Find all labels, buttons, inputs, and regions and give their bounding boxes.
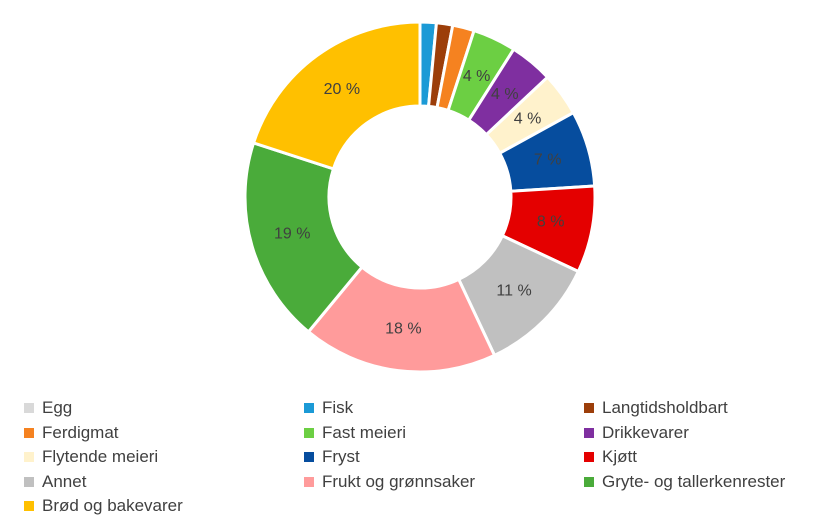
legend-swatch <box>584 403 594 413</box>
legend-item-egg: Egg <box>24 396 72 420</box>
slice-label-brod-og-bakevarer: 20 % <box>324 81 360 98</box>
legend-label: Annet <box>42 471 87 491</box>
legend-label: Fisk <box>322 398 354 417</box>
legend-swatch <box>304 403 314 413</box>
slice-label-fast-meieri: 4 % <box>463 68 491 85</box>
legend-item-flytende-meieri: Flytende meieri <box>24 445 158 469</box>
legend-item-fryst: Fryst <box>304 445 360 469</box>
legend-label: Brød og bakevarer <box>42 496 183 515</box>
legend-swatch <box>304 427 314 438</box>
legend-item-fast-meieri: Fast meieri <box>304 421 406 445</box>
slice-brod-og-bakevarer <box>251 20 422 171</box>
legend-label: Drikkevarer <box>602 422 689 442</box>
slice-label-drikkevarer: 4 % <box>491 86 519 103</box>
slice-label-gryte-og-tallerkenrester: 19 % <box>274 226 310 243</box>
slice-gryte-og-tallerkenrester <box>243 141 365 334</box>
legend-item-ferdigmat: Ferdigmat <box>24 421 119 445</box>
donut-chart: 4 %4 %4 %7 %8 %11 %18 %19 %20 % <box>243 20 597 374</box>
legend-swatch <box>584 452 594 462</box>
legend-swatch <box>24 452 34 462</box>
legend-label: Fryst <box>322 447 360 466</box>
slice-frukt-og-gronnsaker <box>306 265 497 374</box>
legend-item-frukt-og-gronnsaker: Frukt og grønnsaker <box>304 470 475 494</box>
legend-label: Gryte- og tallerkenrester <box>602 471 786 491</box>
legend-swatch <box>584 427 594 438</box>
legend-swatch <box>304 476 314 487</box>
legend-swatch <box>24 427 34 438</box>
legend-item-gryte-og-tallerkenrester: Gryte- og tallerkenrester <box>584 470 785 494</box>
legend-swatch <box>24 403 34 413</box>
legend-label: Egg <box>42 398 73 417</box>
legend-item-brod-og-bakevarer: Brød og bakevarer <box>24 494 183 518</box>
slice-label-kjott: 8 % <box>537 213 565 230</box>
legend-swatch <box>584 476 594 487</box>
legend-item-annet: Annet <box>24 470 86 494</box>
legend-label: Ferdigmat <box>42 422 119 442</box>
legend-item-drikkevarer: Drikkevarer <box>584 421 689 445</box>
legend-label: Fast meieri <box>322 422 407 442</box>
slice-label-annet: 11 % <box>496 283 531 300</box>
slice-label-frukt-og-gronnsaker: 18 % <box>385 320 421 337</box>
legend-item-fisk: Fisk <box>304 396 353 420</box>
chart-legend: Egg Fisk Langtidsholdbart Ferdigmat Fast mei… <box>0 396 839 526</box>
slice-label-fryst: 7 % <box>534 151 562 168</box>
legend-item-langtidsholdbart: Langtidsholdbart <box>584 396 728 420</box>
legend-item-kjott: Kjøtt <box>584 445 637 469</box>
legend-swatch <box>304 452 314 462</box>
legend-label: Frukt og grønnsaker <box>322 471 476 491</box>
legend-label: Kjøtt <box>602 447 637 466</box>
slice-label-flytende-meieri: 4 % <box>514 110 542 127</box>
legend-label: Langtidsholdbart <box>602 398 728 417</box>
legend-swatch <box>24 501 34 511</box>
legend-label: Flytende meieri <box>42 447 159 466</box>
legend-swatch <box>24 476 34 487</box>
